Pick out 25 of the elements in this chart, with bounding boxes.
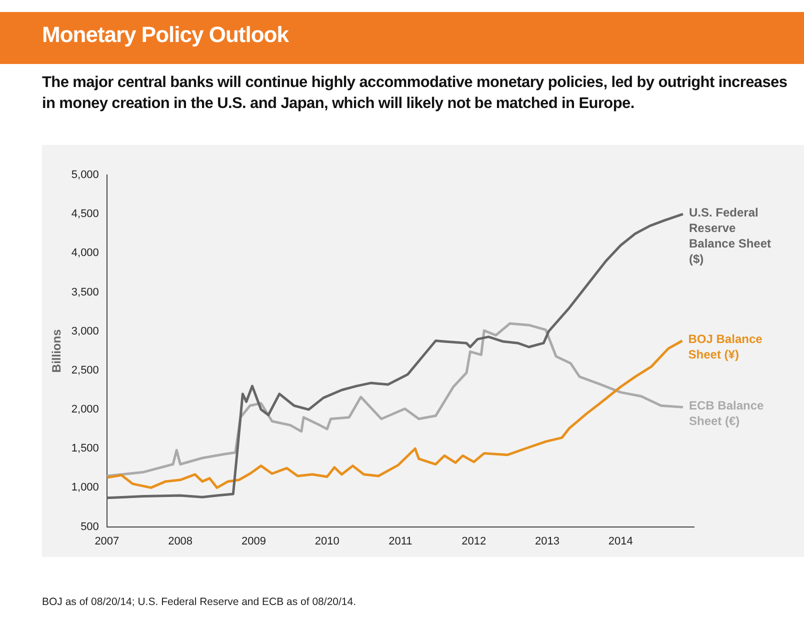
series-label: U.S. Federal Reserve Balance Sheet ($) — [688, 205, 772, 266]
y-tick-label: 1,500 — [71, 442, 99, 455]
series-label: BOJ Balance Sheet (¥) — [688, 332, 763, 362]
x-tick-label: 2013 — [534, 535, 560, 548]
x-tick-label: 2007 — [94, 535, 120, 548]
y-tick-label: 4,000 — [71, 247, 99, 260]
text: BOJ as of 08/20/14; U.S. Federal Reserve and ECB as of 08/20/14. — [42, 596, 356, 608]
y-tick-label: 4,500 — [71, 208, 99, 220]
x-tick-label: 2010 — [314, 535, 340, 548]
y-tick-label: 500 — [80, 520, 99, 533]
x-tick-label: 2012 — [462, 535, 486, 548]
x-tick-label: 2008 — [168, 535, 193, 548]
y-tick-label: 2,500 — [71, 364, 99, 376]
y-tick-label: 2,000 — [71, 404, 99, 416]
x-tick-label: 2014 — [608, 535, 633, 548]
y-tick-label: 5,000 — [71, 169, 99, 182]
x-tick-label: 2009 — [241, 535, 266, 548]
y-tick-label: 1,000 — [71, 482, 99, 494]
series-label: ECB Balance Sheet (€) — [688, 398, 764, 428]
chart-subtitle: The major central banks will continue highly accommodative monetary policies, led by outright increases in money creation in the U.S. and Japan, which will likely not be matched in Europe. — [42, 73, 788, 114]
y-axis-title: Billions — [50, 328, 64, 373]
y-tick-label: 3,000 — [71, 325, 99, 338]
chart-title: Monetary Policy Outlook — [42, 22, 288, 48]
y-tick-label: 3,500 — [71, 286, 99, 298]
x-tick-label: 2011 — [388, 535, 412, 548]
